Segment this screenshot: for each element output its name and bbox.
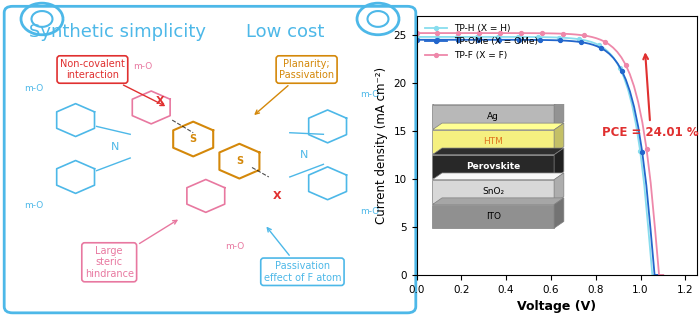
Text: PCE = 24.01 %: PCE = 24.01 % <box>603 54 699 139</box>
Y-axis label: Current density (mA cm⁻²): Current density (mA cm⁻²) <box>375 67 388 224</box>
Text: Non-covalent
interaction: Non-covalent interaction <box>60 59 164 106</box>
Text: S: S <box>236 156 243 166</box>
Text: X: X <box>273 191 281 201</box>
Text: m-O: m-O <box>360 207 379 216</box>
Text: N: N <box>111 142 120 152</box>
Text: m-O: m-O <box>360 90 379 99</box>
Text: X: X <box>155 96 164 106</box>
Text: Planarity;
Passivation: Planarity; Passivation <box>256 59 334 114</box>
Text: Passivation
effect of F atom: Passivation effect of F atom <box>264 228 341 283</box>
X-axis label: Voltage (V): Voltage (V) <box>517 300 596 313</box>
Text: Synthetic simplicity: Synthetic simplicity <box>29 23 206 40</box>
Text: m-O: m-O <box>24 84 43 93</box>
Legend: TP-H (X = H), TP-OMe (X = OMe), TP-F (X = F): TP-H (X = H), TP-OMe (X = OMe), TP-F (X … <box>421 20 542 64</box>
Text: S: S <box>190 134 197 144</box>
Text: Large
steric
hindrance: Large steric hindrance <box>85 220 177 279</box>
FancyBboxPatch shape <box>4 6 416 313</box>
Text: m-O: m-O <box>133 62 153 71</box>
Text: N: N <box>300 150 309 160</box>
Text: m-O: m-O <box>24 201 43 210</box>
Text: Low cost: Low cost <box>246 23 325 40</box>
Text: m-O: m-O <box>225 242 245 251</box>
